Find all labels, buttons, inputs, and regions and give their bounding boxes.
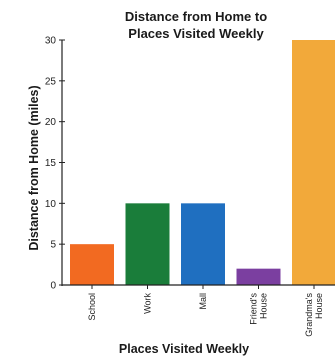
y-tick-label: 10 [45, 199, 57, 210]
y-axis-label: Distance from Home (miles) [27, 85, 41, 250]
x-tick-label: Friend's [249, 293, 259, 325]
y-tick-label: 0 [50, 281, 56, 292]
bar [236, 268, 281, 285]
y-tick-label: 15 [45, 158, 57, 169]
bar [292, 40, 335, 285]
y-tick-label: 5 [50, 240, 56, 251]
x-tick-label: Grandma's [304, 293, 314, 337]
bar [70, 244, 114, 285]
chart-title-line-1: Distance from Home to [125, 9, 267, 24]
bar [125, 203, 170, 285]
x-tick-label: School [87, 293, 97, 321]
x-tick-label: Work [143, 293, 153, 314]
x-axis-label: Places Visited Weekly [119, 342, 249, 356]
x-tick-label: House [314, 293, 324, 319]
y-tick-label: 30 [45, 36, 57, 47]
bar [181, 203, 225, 285]
x-tick-label: Mall [198, 293, 208, 310]
y-tick-label: 20 [45, 117, 57, 128]
x-tick-label: House [259, 293, 269, 319]
y-tick-label: 25 [45, 76, 57, 87]
chart-title-line-2: Places Visited Weekly [128, 26, 264, 41]
